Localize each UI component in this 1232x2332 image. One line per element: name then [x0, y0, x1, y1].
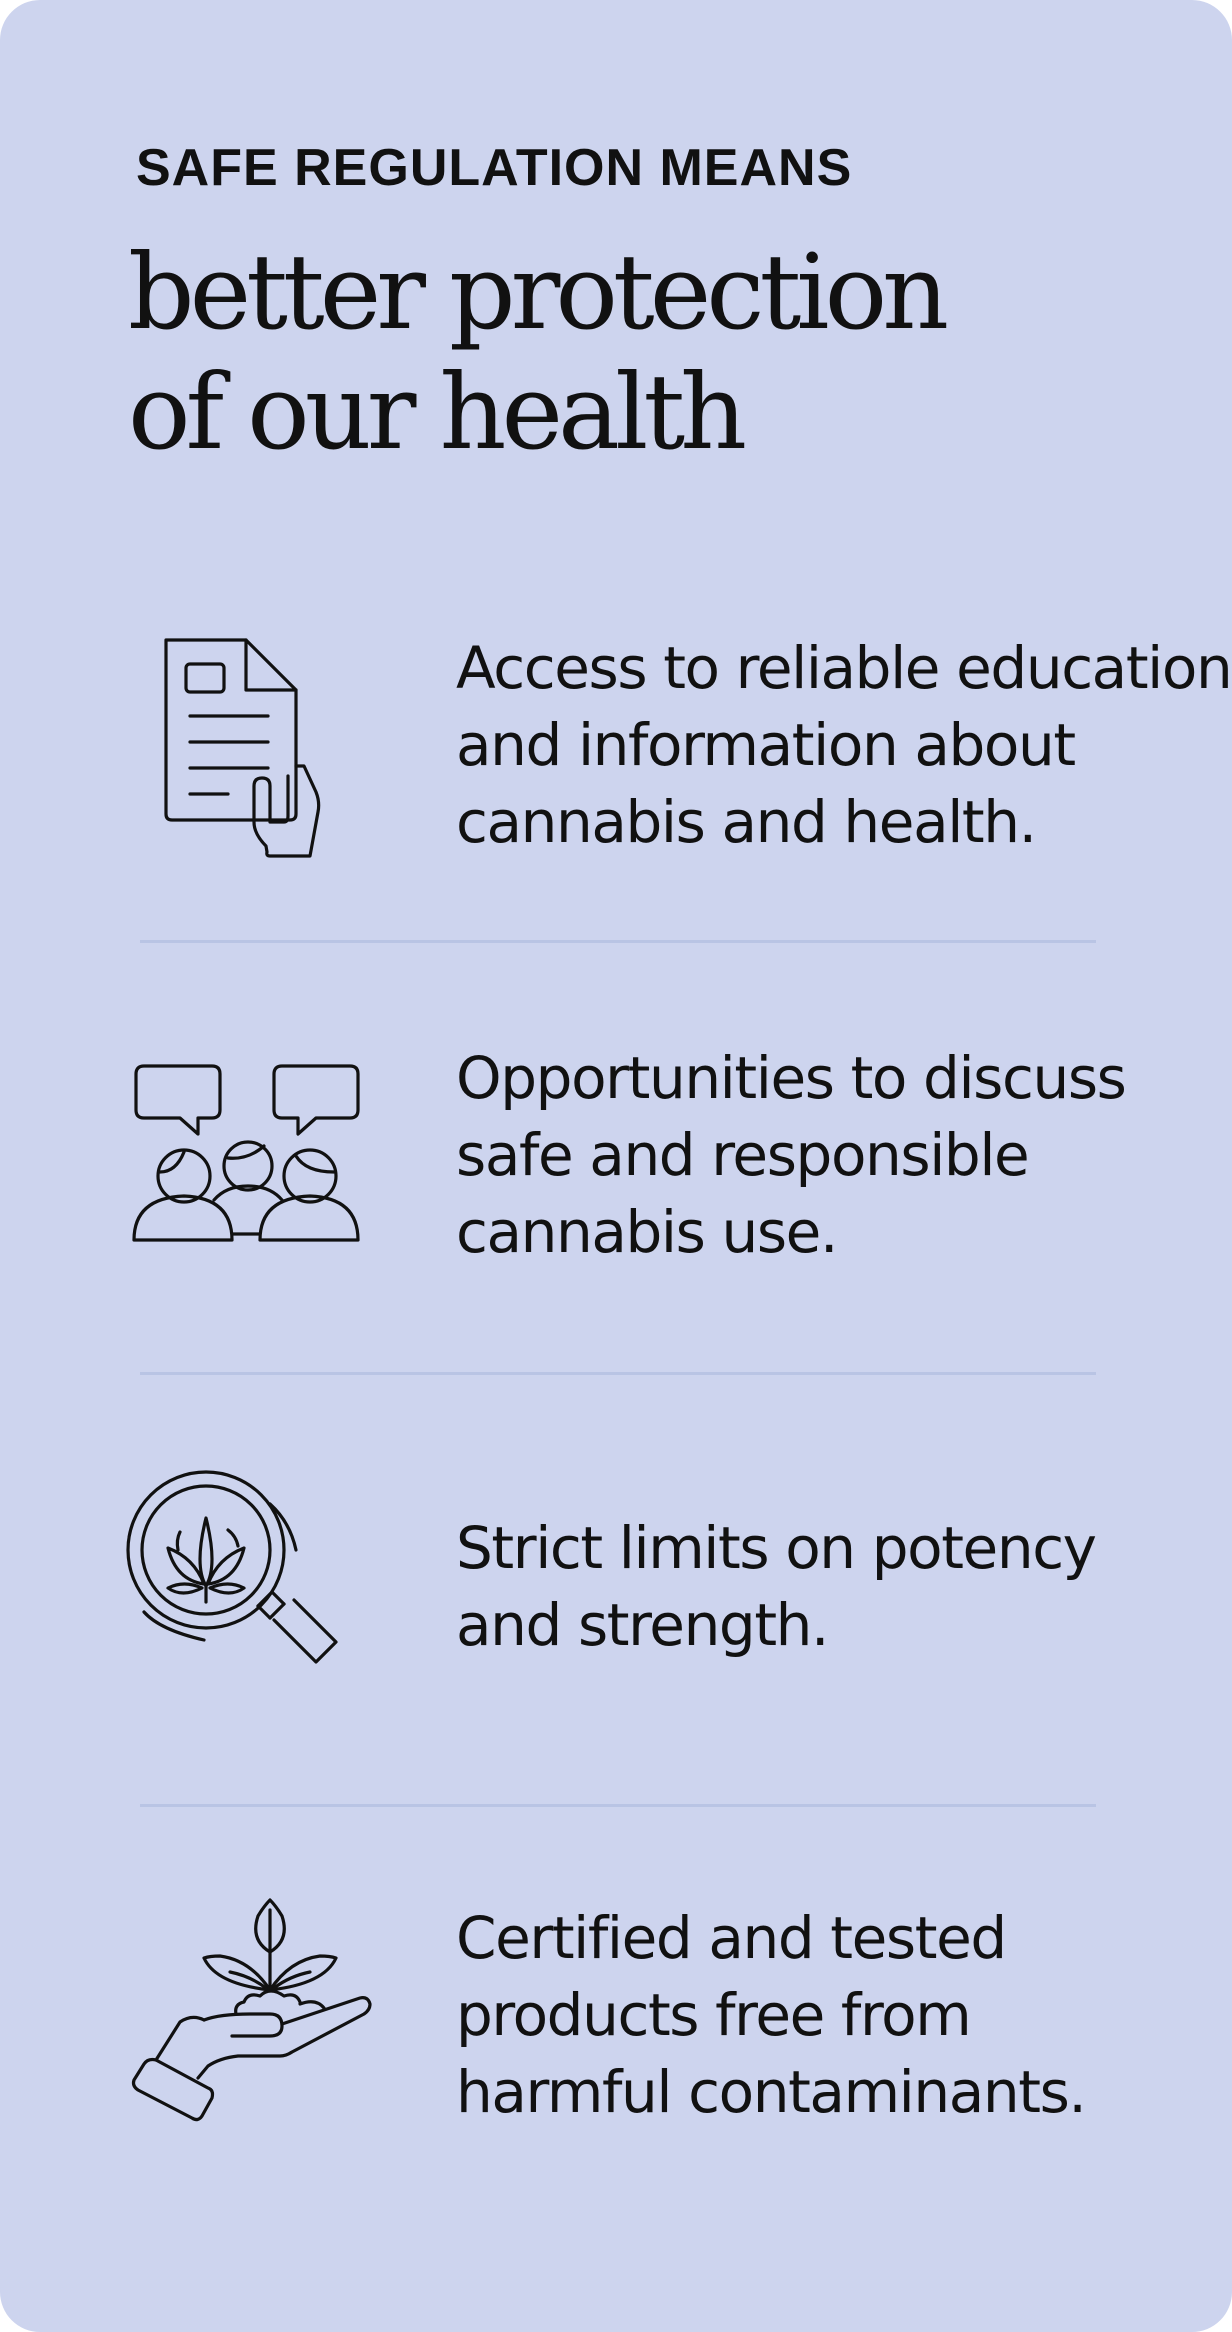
hand-holding-plant-icon — [120, 1898, 380, 2160]
magnifier-cannabis-leaf-icon — [120, 1470, 380, 1730]
people-discussion-icon — [120, 1060, 380, 1320]
eyebrow-heading: SAFE REGULATION MEANS — [136, 139, 853, 197]
document-in-hand-icon — [120, 616, 380, 876]
benefit-text: Access to reliable education and informa… — [456, 634, 1232, 856]
benefit-text: Opportunities to discuss safe and respon… — [456, 1044, 1127, 1266]
benefit-text: Certified and tested products free from … — [456, 1904, 1087, 2126]
benefit-text: Strict limits on potency and strength. — [456, 1514, 1097, 1659]
headline-line: of our health — [128, 351, 747, 473]
headline: better protection of our health — [128, 232, 1128, 472]
divider — [140, 940, 1096, 943]
divider — [140, 1804, 1096, 1807]
headline-line: better protection — [128, 231, 949, 353]
divider — [140, 1372, 1096, 1375]
